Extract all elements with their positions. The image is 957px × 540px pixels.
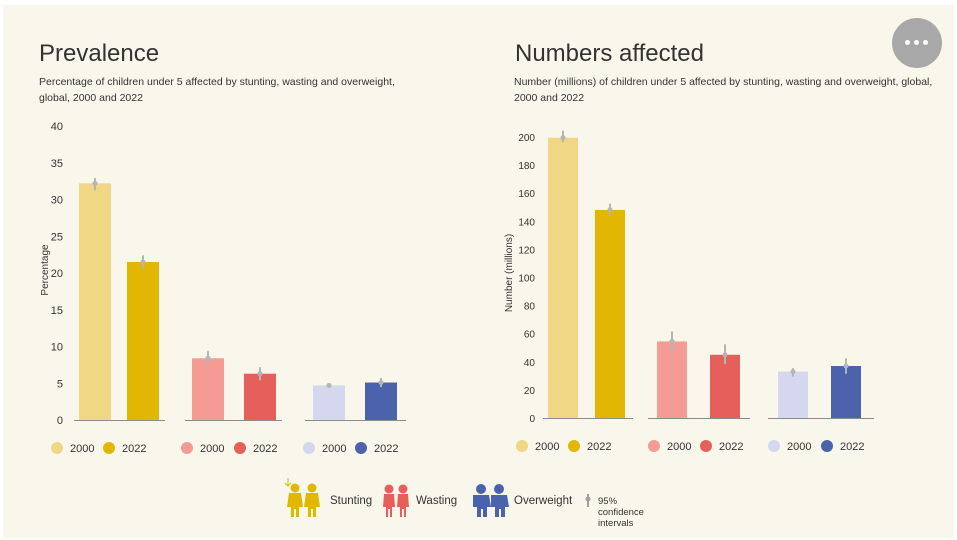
legend-swatch-numbers-overweight-2000 bbox=[768, 440, 780, 452]
y-tick-label-numbers: 180 bbox=[518, 161, 535, 172]
y-tick-label-prevalence: 10 bbox=[51, 342, 63, 354]
y-tick-label-prevalence: 15 bbox=[51, 305, 63, 317]
ci-point-prevalence-overweight-2022 bbox=[378, 380, 384, 386]
bar-numbers-overweight-2022 bbox=[831, 366, 861, 418]
bar-prevalence-wasting-2000 bbox=[192, 358, 224, 420]
y-tick-label-numbers: 20 bbox=[524, 386, 536, 397]
y-tick-label-prevalence: 30 bbox=[51, 195, 63, 207]
bar-prevalence-overweight-2000 bbox=[313, 385, 345, 420]
bar-prevalence-stunting-2022 bbox=[127, 261, 159, 420]
y-tick-label-numbers: 200 bbox=[518, 133, 535, 144]
legend-year-prevalence-wasting-2000: 2000 bbox=[200, 443, 224, 455]
ci-point-numbers-overweight-2000 bbox=[790, 369, 796, 375]
y-tick-label-prevalence: 40 bbox=[51, 121, 63, 133]
chart-title-prevalence: Prevalence bbox=[39, 40, 160, 67]
y-tick-label-numbers: 80 bbox=[524, 302, 536, 313]
legend-year-prevalence-stunting-2022: 2022 bbox=[122, 443, 146, 455]
y-tick-label-prevalence: 5 bbox=[57, 378, 63, 390]
chart-card: Prevalence Percentage of children under … bbox=[3, 5, 954, 538]
more-options-button[interactable] bbox=[892, 18, 942, 68]
legend-year-numbers-wasting-2022: 2022 bbox=[719, 441, 743, 453]
y-axis-label-prevalence: Percentage bbox=[40, 244, 51, 296]
y-tick-label-numbers: 160 bbox=[518, 189, 535, 200]
ci-point-numbers-wasting-2000 bbox=[669, 338, 675, 344]
y-tick-label-numbers: 0 bbox=[529, 414, 535, 425]
legend-swatch-prevalence-stunting-2000 bbox=[51, 442, 63, 454]
legend-label-confidence-intervals: 95% confidence intervals bbox=[598, 496, 644, 529]
bar-numbers-stunting-2022 bbox=[595, 209, 625, 418]
legend-swatch-numbers-wasting-2000 bbox=[648, 440, 660, 452]
legend-swatch-prevalence-overweight-2022 bbox=[355, 442, 367, 454]
legend-year-numbers-stunting-2000: 2000 bbox=[535, 441, 559, 453]
legend-year-numbers-overweight-2022: 2022 bbox=[840, 441, 864, 453]
legend-swatch-numbers-wasting-2022 bbox=[700, 440, 712, 452]
bar-prevalence-overweight-2022 bbox=[365, 382, 397, 420]
legend-year-numbers-overweight-2000: 2000 bbox=[787, 441, 811, 453]
chart-subtitle-prevalence: Percentage of children under 5 affected … bbox=[39, 76, 395, 104]
more-options-icon bbox=[923, 40, 928, 45]
legend-label-stunting: Stunting bbox=[330, 495, 373, 507]
ci-point-numbers-stunting-2022 bbox=[607, 207, 613, 213]
legend-year-prevalence-stunting-2000: 2000 bbox=[70, 443, 94, 455]
y-tick-label-numbers: 40 bbox=[524, 358, 536, 369]
legend-swatch-numbers-overweight-2022 bbox=[821, 440, 833, 452]
bar-prevalence-stunting-2000 bbox=[79, 183, 111, 420]
y-tick-label-prevalence: 25 bbox=[51, 231, 63, 243]
legend-swatch-prevalence-overweight-2000 bbox=[303, 442, 315, 454]
y-tick-label-numbers: 140 bbox=[518, 217, 535, 228]
ci-point-prevalence-stunting-2022 bbox=[140, 259, 146, 265]
bar-numbers-stunting-2000 bbox=[548, 137, 578, 418]
ci-point-prevalence-wasting-2000 bbox=[205, 355, 211, 361]
ci-point-prevalence-wasting-2022 bbox=[257, 371, 263, 377]
legend-year-prevalence-overweight-2022: 2022 bbox=[374, 443, 398, 455]
legend-swatch-numbers-stunting-2022 bbox=[568, 440, 580, 452]
y-tick-label-prevalence: 35 bbox=[51, 158, 63, 170]
legend-swatch-numbers-stunting-2000 bbox=[516, 440, 528, 452]
bar-numbers-overweight-2000 bbox=[778, 371, 808, 418]
ci-point-numbers-wasting-2022 bbox=[722, 352, 728, 358]
legend-label-wasting: Wasting bbox=[416, 495, 458, 507]
legend-year-prevalence-overweight-2000: 2000 bbox=[322, 443, 346, 455]
y-tick-label-prevalence: 0 bbox=[57, 415, 63, 427]
y-axis-label-numbers: Number (millions) bbox=[504, 234, 515, 312]
ci-point-numbers-stunting-2000 bbox=[560, 135, 566, 141]
y-tick-label-numbers: 100 bbox=[518, 274, 535, 285]
more-options-icon bbox=[914, 40, 919, 45]
chart-title-numbers: Numbers affected bbox=[515, 40, 704, 67]
ci-point-prevalence-overweight-2000 bbox=[326, 382, 332, 388]
legend-year-numbers-stunting-2022: 2022 bbox=[587, 441, 611, 453]
y-tick-label-prevalence: 20 bbox=[51, 268, 63, 280]
bar-prevalence-wasting-2022 bbox=[244, 373, 276, 420]
legend-year-numbers-wasting-2000: 2000 bbox=[667, 441, 691, 453]
legend-swatch-prevalence-wasting-2000 bbox=[181, 442, 193, 454]
y-tick-label-numbers: 60 bbox=[524, 330, 536, 341]
legend-label-overweight: Overweight bbox=[514, 495, 573, 507]
legend-swatch-prevalence-wasting-2022 bbox=[234, 442, 246, 454]
chart-subtitle-numbers: Number (millions) of children under 5 af… bbox=[514, 76, 933, 104]
more-options-icon bbox=[905, 40, 910, 45]
y-tick-label-numbers: 120 bbox=[518, 245, 535, 256]
ci-point-numbers-overweight-2022 bbox=[843, 363, 849, 369]
legend-swatch-prevalence-stunting-2022 bbox=[103, 442, 115, 454]
legend-year-prevalence-wasting-2022: 2022 bbox=[253, 443, 277, 455]
ci-point-prevalence-stunting-2000 bbox=[92, 180, 98, 186]
bar-numbers-wasting-2000 bbox=[657, 341, 687, 418]
bar-numbers-wasting-2022 bbox=[710, 354, 740, 418]
